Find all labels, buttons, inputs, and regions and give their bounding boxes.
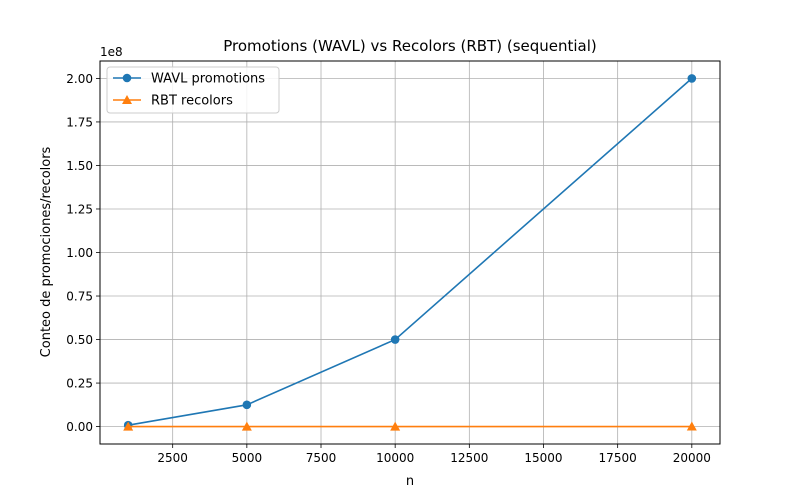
y-tick-label: 1.50 xyxy=(66,159,93,173)
y-tick-label: 0.75 xyxy=(66,290,93,304)
x-tick-label: 10000 xyxy=(376,451,414,465)
data-point-rbt xyxy=(686,421,697,431)
data-point-rbt xyxy=(123,421,134,431)
y-tick-label: 2.00 xyxy=(66,72,93,86)
legend: WAVL promotions RBT recolors xyxy=(106,66,280,114)
x-axis-label: n xyxy=(406,474,414,489)
legend-label-wavl: WAVL promotions xyxy=(151,72,265,87)
x-tick-label: 12500 xyxy=(450,451,488,465)
series-line-wavl xyxy=(128,77,693,426)
y-offset-label: 1e8 xyxy=(100,45,123,59)
ticks: 2500 5000 7500 10000 12500 15000 17500 20000 0.0… xyxy=(66,72,711,465)
data-point-rbt xyxy=(390,421,401,431)
x-tick-label: 2500 xyxy=(157,451,188,465)
y-tick-label: 1.25 xyxy=(66,202,93,216)
legend-box xyxy=(106,66,280,114)
x-tick-label: 5000 xyxy=(232,451,263,465)
grid xyxy=(100,61,720,444)
chart-title: Promotions (WAVL) vs Recolors (RBT) (seq… xyxy=(223,37,597,55)
x-tick-label: 7500 xyxy=(306,451,337,465)
y-tick-label: 0.25 xyxy=(66,377,93,391)
x-tick-label: 17500 xyxy=(599,451,637,465)
data-point-rbt xyxy=(241,421,252,431)
data-point-wavl xyxy=(242,400,252,410)
y-tick-label: 0.00 xyxy=(66,420,93,434)
y-tick-label: 1.75 xyxy=(66,115,93,129)
legend-marker-wavl xyxy=(122,73,132,83)
x-tick-label: 15000 xyxy=(524,451,562,465)
y-tick-label: 0.50 xyxy=(66,333,93,347)
y-tick-label: 1.00 xyxy=(66,246,93,260)
data-point-wavl xyxy=(687,74,697,83)
data-point-wavl xyxy=(390,335,400,344)
y-axis-label: Conteo de promociones/recolors xyxy=(39,146,54,357)
legend-marker-rbt xyxy=(122,95,132,104)
series-layer xyxy=(123,74,697,431)
x-tick-label: 20000 xyxy=(673,451,711,465)
legend-label-rbt: RBT recolors xyxy=(151,94,233,109)
